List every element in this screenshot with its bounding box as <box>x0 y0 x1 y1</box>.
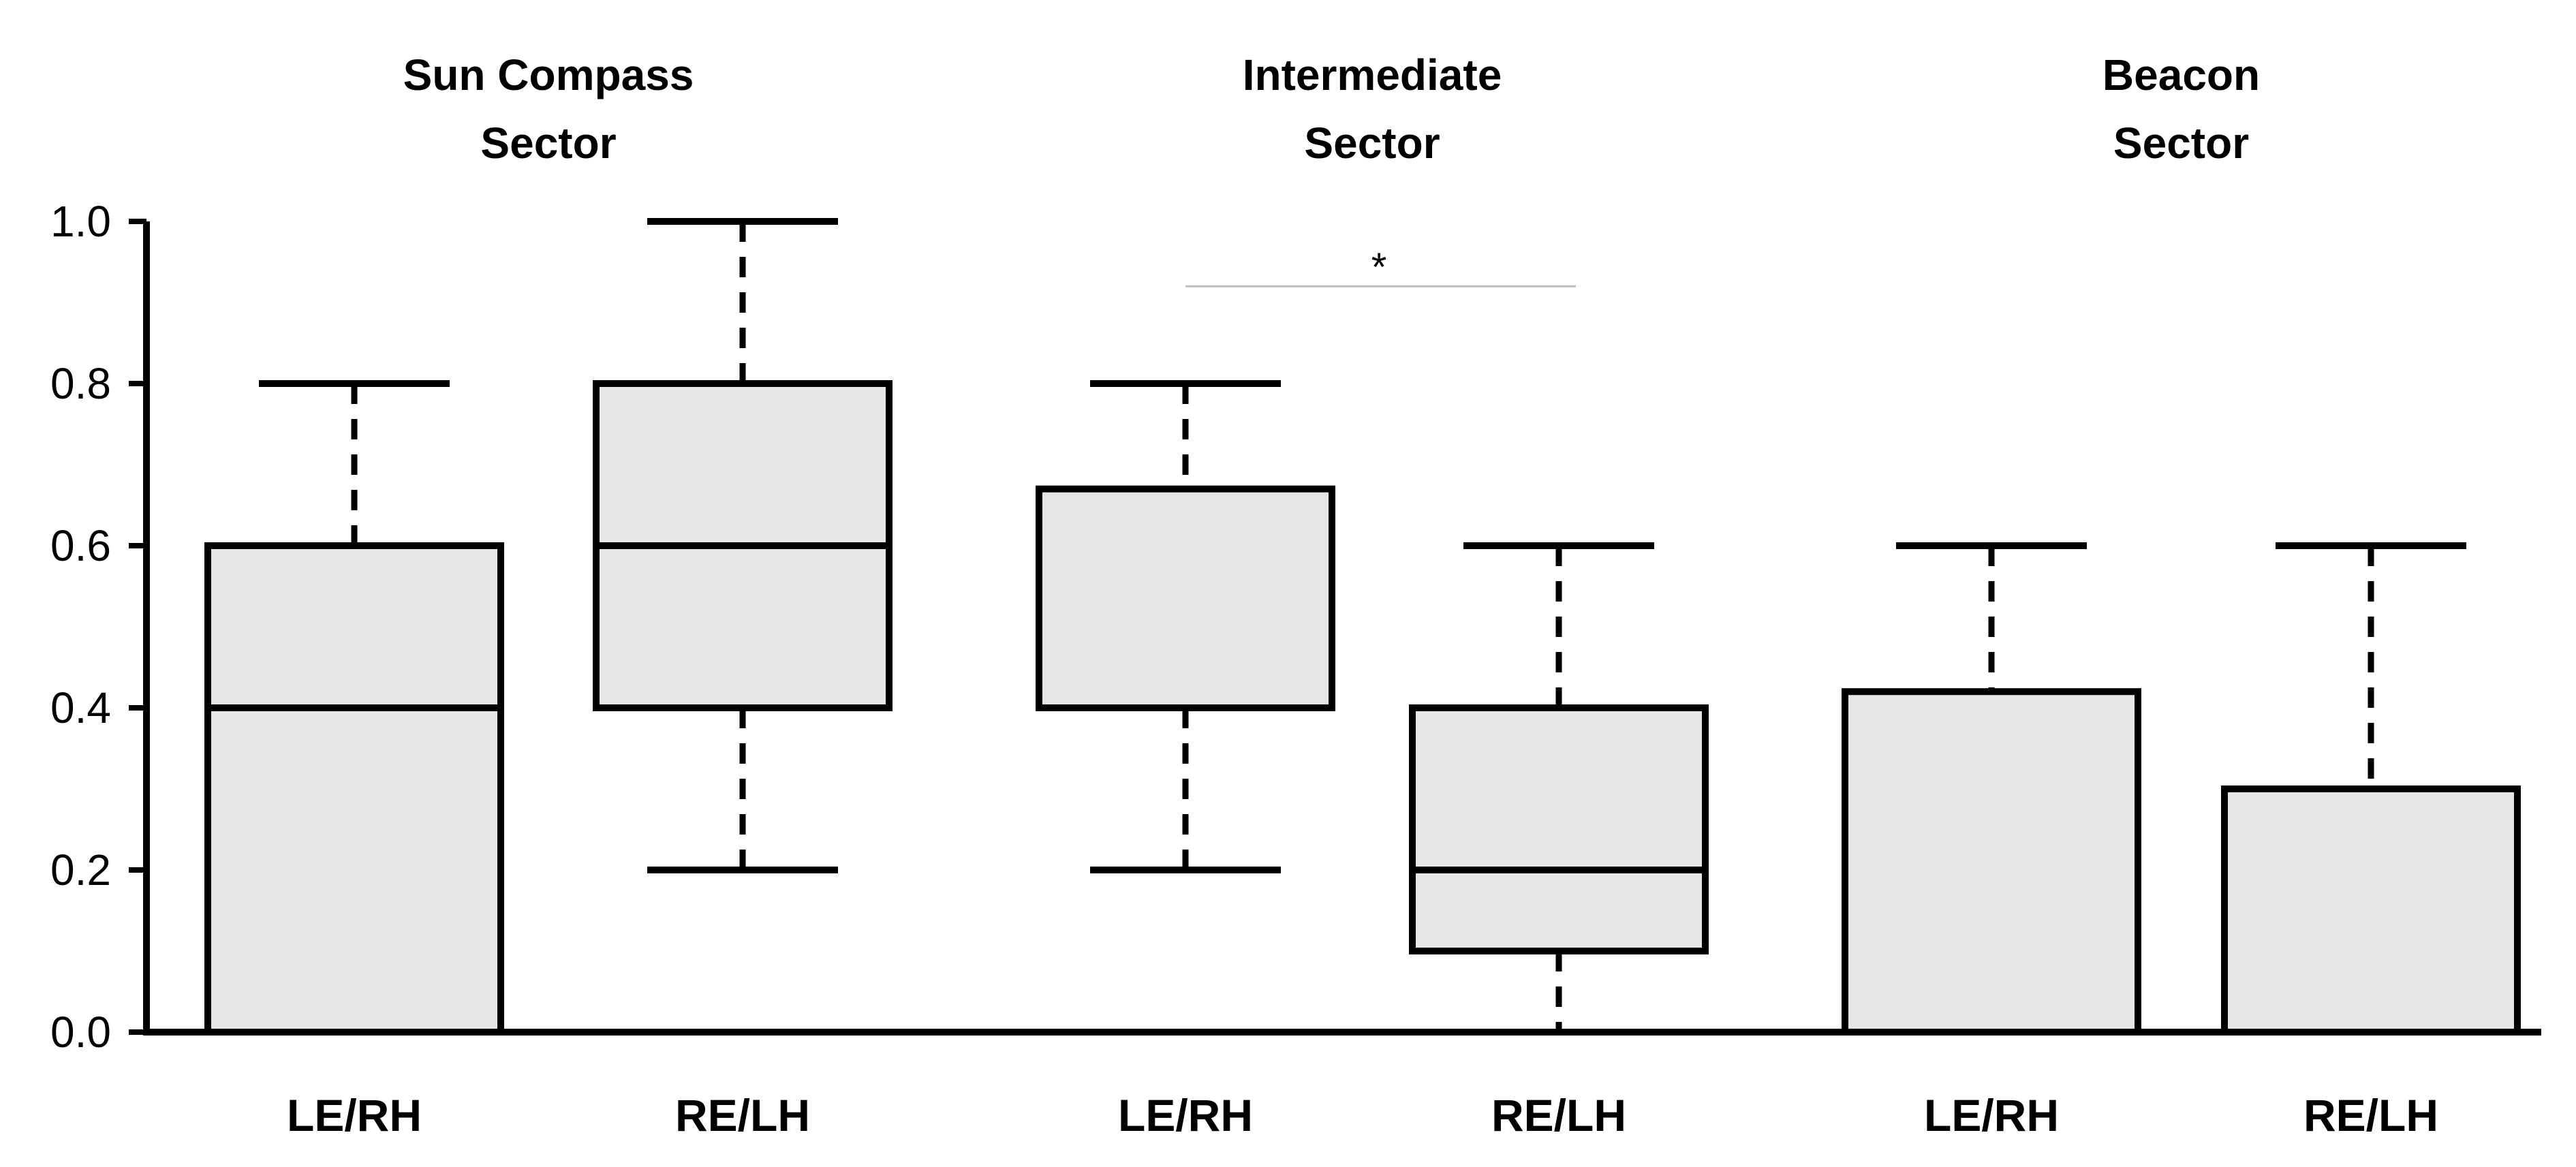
y-tick-label: 0.2 <box>50 845 111 894</box>
category-labels: LE/RH RE/LH LE/RH RE/LH LE/RH RE/LH <box>287 1090 2438 1140</box>
significance-annotations: * <box>1185 245 1576 290</box>
y-axis: 0.0 0.2 0.4 0.6 0.8 1.0 <box>50 197 2541 1057</box>
sector-title-line: Sun Compass <box>403 50 694 99</box>
box <box>1409 704 1709 954</box>
category-label: LE/RH <box>287 1090 422 1140</box>
sector-title-line: Beacon <box>2102 50 2260 99</box>
box <box>1036 485 1335 711</box>
sector-title-line: Sector <box>1304 119 1440 168</box>
y-tick-label: 0.4 <box>50 683 111 732</box>
y-tick-label: 0.0 <box>50 1008 111 1057</box>
category-label: RE/LH <box>675 1090 810 1140</box>
significance-marker: * <box>1371 245 1387 290</box>
category-label: LE/RH <box>1924 1090 2059 1140</box>
category-label: RE/LH <box>1491 1090 1626 1140</box>
category-label: LE/RH <box>1118 1090 1253 1140</box>
category-label: RE/LH <box>2303 1090 2438 1140</box>
y-tick-label: 0.8 <box>50 359 111 408</box>
y-tick-label: 0.6 <box>50 521 111 570</box>
sector-titles: Sun Compass Sector Intermediate Sector Beaco… <box>403 50 2260 168</box>
sector-title-line: Intermediate <box>1243 50 1502 99</box>
sector-title-line: Sector <box>480 119 616 168</box>
box <box>1842 688 2141 1036</box>
box <box>2221 785 2521 1036</box>
box <box>204 542 504 1036</box>
y-tick-label: 1.0 <box>50 197 111 246</box>
sector-title-line: Sector <box>2113 119 2249 168</box>
box-plots <box>204 218 2521 1036</box>
